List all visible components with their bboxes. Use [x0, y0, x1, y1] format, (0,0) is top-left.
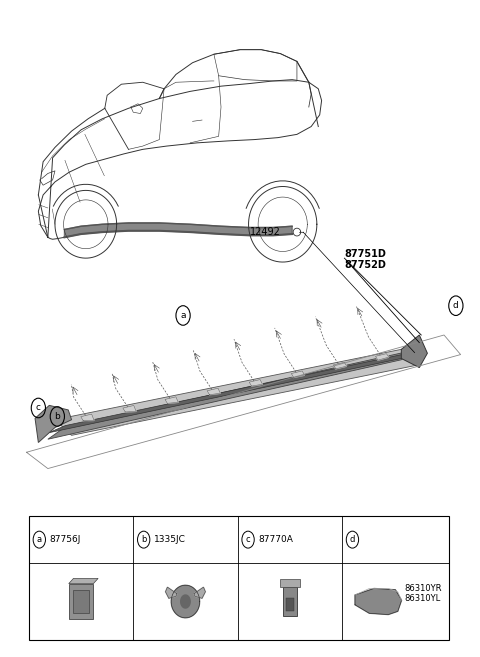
Text: 12492: 12492	[250, 227, 280, 237]
Polygon shape	[35, 405, 72, 443]
Polygon shape	[249, 380, 263, 386]
Text: c: c	[246, 535, 251, 544]
Polygon shape	[194, 587, 205, 599]
Text: c: c	[36, 403, 41, 413]
Polygon shape	[171, 585, 200, 618]
Polygon shape	[207, 388, 220, 395]
Bar	[73, 590, 89, 613]
Text: 87770A: 87770A	[259, 535, 293, 544]
Text: 87752D: 87752D	[344, 260, 386, 269]
Bar	[283, 587, 297, 616]
Polygon shape	[49, 351, 418, 433]
Polygon shape	[123, 405, 136, 412]
Text: 1335JC: 1335JC	[154, 535, 186, 544]
Polygon shape	[165, 397, 178, 403]
Text: a: a	[180, 311, 186, 320]
Polygon shape	[401, 335, 427, 367]
Polygon shape	[55, 350, 418, 436]
Polygon shape	[64, 223, 292, 237]
Bar	[280, 579, 300, 587]
Text: b: b	[54, 412, 60, 421]
Polygon shape	[355, 589, 402, 614]
Text: b: b	[141, 535, 146, 544]
Bar	[69, 583, 94, 620]
Text: a: a	[37, 535, 42, 544]
Polygon shape	[81, 414, 94, 420]
Polygon shape	[334, 362, 347, 369]
Text: 86310YL: 86310YL	[405, 594, 441, 602]
Polygon shape	[180, 595, 190, 608]
Polygon shape	[166, 587, 177, 599]
Polygon shape	[291, 371, 305, 377]
Text: d: d	[350, 535, 355, 544]
Polygon shape	[69, 578, 98, 583]
Polygon shape	[48, 350, 418, 440]
Polygon shape	[375, 353, 389, 360]
Bar	[286, 598, 294, 611]
Text: 86310YR: 86310YR	[405, 584, 443, 593]
Text: d: d	[453, 301, 459, 310]
Text: 87756J: 87756J	[50, 535, 81, 544]
Text: 87751D: 87751D	[344, 248, 386, 259]
Bar	[29, 516, 449, 640]
